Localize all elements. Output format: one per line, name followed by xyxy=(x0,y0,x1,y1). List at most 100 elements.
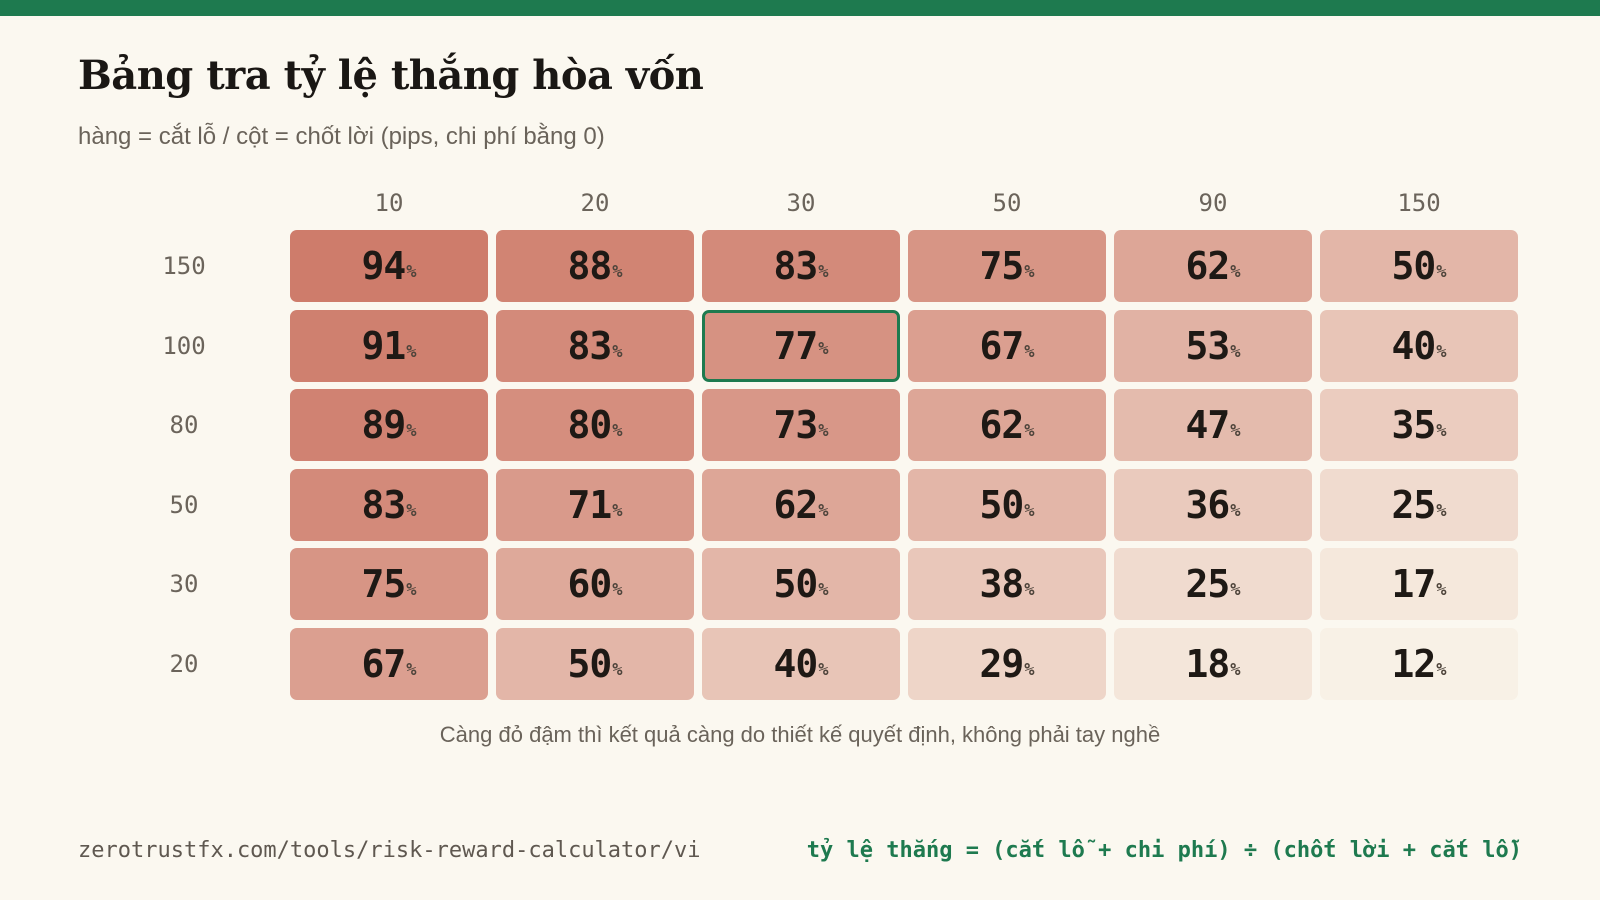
cell-unit: % xyxy=(818,659,829,680)
heatmap-cell: 50% xyxy=(1320,230,1518,302)
cell-unit: % xyxy=(1230,421,1241,441)
footer-url: zerotrustfx.com/tools/risk-reward-calcul… xyxy=(78,838,701,863)
heatmap-cell: 17% xyxy=(1320,548,1518,620)
cell-unit: % xyxy=(818,580,829,600)
cell-unit: % xyxy=(1024,500,1035,521)
cell-unit: % xyxy=(1230,659,1241,680)
row-header: 50 xyxy=(169,490,199,519)
cell-unit: % xyxy=(612,421,623,441)
heatmap-cell: 50% xyxy=(908,468,1106,541)
cell-unit: % xyxy=(1436,341,1447,362)
heatmap-cell: 50% xyxy=(496,627,694,700)
cell-unit: % xyxy=(1230,500,1241,521)
cell-unit: % xyxy=(818,338,829,359)
heatmap-cell: 62% xyxy=(1114,230,1312,302)
cell-value: 83 xyxy=(567,323,612,368)
heatmap-cell: 75% xyxy=(290,548,488,620)
cell-value: 75 xyxy=(979,244,1024,288)
cell-unit: % xyxy=(1230,262,1241,282)
cell-value: 67 xyxy=(979,323,1024,368)
cell-value: 77 xyxy=(773,323,818,368)
page-subtitle: hàng = cắt lỗ / cột = chốt lời (pips, ch… xyxy=(78,123,605,150)
cell-value: 89 xyxy=(361,403,406,447)
heatmap-cell: 67% xyxy=(290,627,488,700)
cell-value: 50 xyxy=(773,562,818,606)
cell-value: 94 xyxy=(361,244,406,288)
cell-unit: % xyxy=(1024,421,1035,441)
cell-unit: % xyxy=(406,500,417,521)
heatmap-cell: 75% xyxy=(908,230,1106,302)
heatmap-cell: 77% xyxy=(702,309,900,382)
heatmap-cell: 53% xyxy=(1114,309,1312,382)
column-header: 150 xyxy=(1397,189,1441,217)
heatmap-cell: 29% xyxy=(908,627,1106,700)
cell-value: 73 xyxy=(773,403,818,447)
footer-formula: tỷ lệ thắng = (cắt lỗ + chi phí) ÷ (chốt… xyxy=(806,838,1522,863)
cell-value: 17 xyxy=(1391,562,1436,606)
heatmap-cell: 50% xyxy=(702,548,900,620)
cell-unit: % xyxy=(612,262,623,282)
cell-unit: % xyxy=(406,262,417,282)
row-header: 100 xyxy=(162,331,206,360)
cell-unit: % xyxy=(1024,341,1035,362)
cell-unit: % xyxy=(1024,659,1035,680)
cell-unit: % xyxy=(1230,580,1241,600)
heatmap-cell: 83% xyxy=(496,309,694,382)
heatmap-cell: 18% xyxy=(1114,627,1312,700)
heatmap-cell: 91% xyxy=(290,309,488,382)
cell-value: 80 xyxy=(567,403,612,447)
cell-value: 83 xyxy=(773,244,818,288)
cell-unit: % xyxy=(612,580,623,600)
cell-value: 29 xyxy=(979,641,1024,686)
column-header: 20 xyxy=(580,189,610,217)
cell-value: 88 xyxy=(567,244,612,288)
heatmap-cell: 25% xyxy=(1114,548,1312,620)
heatmap-cell: 67% xyxy=(908,309,1106,382)
heatmap-cell: 36% xyxy=(1114,468,1312,541)
cell-value: 25 xyxy=(1185,562,1230,606)
row-header: 80 xyxy=(169,411,199,439)
heatmap-cell: 35% xyxy=(1320,389,1518,461)
heatmap-cell: 83% xyxy=(290,468,488,541)
cell-unit: % xyxy=(406,421,417,441)
heatmap-cell: 88% xyxy=(496,230,694,302)
cell-unit: % xyxy=(612,341,623,362)
cell-value: 18 xyxy=(1185,641,1230,686)
heatmap-cell: 38% xyxy=(908,548,1106,620)
column-header: 10 xyxy=(374,189,404,217)
cell-unit: % xyxy=(818,421,829,441)
column-header: 50 xyxy=(992,189,1022,217)
chart-caption: Càng đỏ đậm thì kết quả càng do thiết kế… xyxy=(439,722,1161,747)
cell-unit: % xyxy=(1436,500,1447,521)
column-header: 90 xyxy=(1198,189,1228,217)
cell-value: 47 xyxy=(1185,403,1230,447)
cell-unit: % xyxy=(612,659,623,680)
cell-unit: % xyxy=(818,500,829,521)
row-header: 20 xyxy=(169,649,199,678)
heatmap-cell: 80% xyxy=(496,389,694,461)
cell-value: 62 xyxy=(979,403,1024,447)
cell-value: 40 xyxy=(773,641,818,686)
cell-value: 50 xyxy=(979,482,1024,527)
heatmap-cell: 47% xyxy=(1114,389,1312,461)
cell-value: 36 xyxy=(1185,482,1230,527)
cell-unit: % xyxy=(1436,262,1447,282)
cell-unit: % xyxy=(406,580,417,600)
heatmap-cell: 94% xyxy=(290,230,488,302)
heatmap-cell: 12% xyxy=(1320,627,1518,700)
cell-unit: % xyxy=(1230,341,1241,362)
heatmap-cell: 89% xyxy=(290,389,488,461)
cell-value: 53 xyxy=(1185,323,1230,368)
cell-unit: % xyxy=(1436,580,1447,600)
heatmap-cell: 40% xyxy=(702,627,900,700)
heatmap-cell: 71% xyxy=(496,468,694,541)
page-title: Bảng tra tỷ lệ thắng hòa vốn xyxy=(78,52,704,99)
cell-value: 75 xyxy=(361,562,406,606)
cell-value: 91 xyxy=(361,323,406,368)
cell-unit: % xyxy=(1024,580,1035,600)
cell-value: 25 xyxy=(1391,482,1436,527)
cell-value: 35 xyxy=(1391,403,1436,447)
top-accent-bar xyxy=(0,0,1600,16)
heatmap-cell: 40% xyxy=(1320,309,1518,382)
cell-value: 40 xyxy=(1391,323,1436,368)
